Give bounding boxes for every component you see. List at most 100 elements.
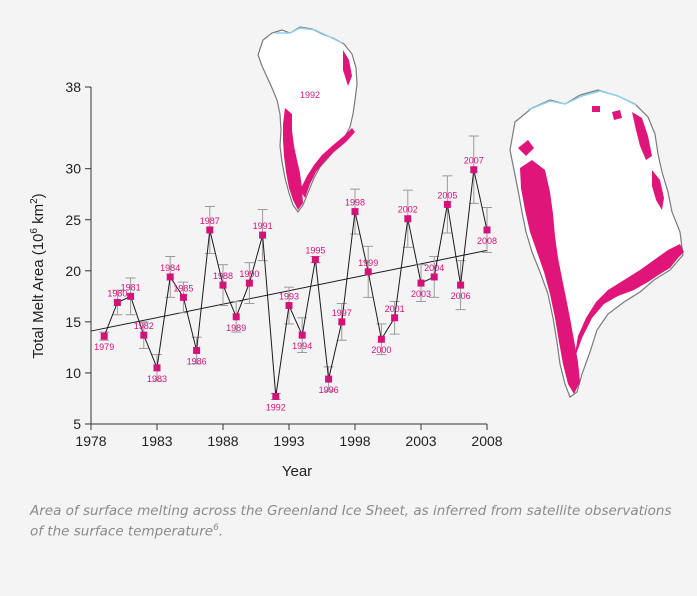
data-point-label: 1998 [345, 198, 365, 208]
data-point-label: 1979 [94, 342, 114, 352]
data-point-label: 1990 [239, 269, 259, 279]
data-point-label: 1985 [173, 283, 193, 293]
data-point-label: 2001 [385, 304, 405, 314]
y-tick-label: 30 [65, 161, 81, 177]
x-tick-label: 2008 [471, 433, 502, 449]
data-point [206, 226, 214, 234]
caption-text: Area of surface melting across the Green… [30, 503, 672, 540]
data-point [470, 166, 478, 174]
data-point-label: 2000 [371, 345, 391, 355]
caption-end: . [218, 523, 224, 540]
y-ticks: 5 10 15 20 25 30 38 [65, 79, 91, 432]
data-point [404, 215, 412, 223]
data-point-label: 2006 [451, 291, 471, 301]
greenland-melt-2007-east [652, 170, 664, 210]
greenland-coast-water-2007 [527, 90, 637, 111]
data-point [193, 346, 201, 354]
data-point-label: 2007 [464, 156, 484, 166]
greenland-melt-2007-west [520, 160, 580, 394]
data-point [377, 335, 385, 343]
data-point [127, 292, 135, 300]
data-point [483, 226, 491, 234]
map-label-2007: 2007 [586, 204, 615, 219]
data-point-label: 1991 [253, 221, 273, 231]
data-point-label: 1983 [147, 374, 167, 384]
greenland-melt-1992-west [283, 108, 303, 210]
data-point [338, 318, 346, 326]
x-ticks: 1978 1983 1988 1993 1998 2003 2008 [75, 424, 503, 449]
data-point [166, 273, 174, 281]
data-point [232, 313, 240, 321]
x-tick-label: 1998 [339, 433, 370, 449]
data-point [140, 331, 148, 339]
data-point [430, 273, 438, 281]
data-point-label: 1993 [279, 292, 299, 302]
data-point-label: 1981 [121, 282, 141, 292]
data-point-label: 1989 [226, 323, 246, 333]
data-point [417, 279, 425, 287]
data-point [179, 293, 187, 301]
data-point-label: 2004 [424, 263, 444, 273]
greenland-melt-1992-southeast [300, 128, 355, 198]
data-point-label: 1997 [332, 308, 352, 318]
melt-area-chart: 1992 2007 5 10 15 20 25 30 38 1978 1983 1988 1993… [29, 26, 684, 480]
data-point-label: 2003 [411, 289, 431, 299]
data-point-label: 1982 [134, 321, 154, 331]
data-point [113, 298, 121, 306]
data-point-label: 1986 [187, 356, 207, 366]
data-point-label: 1995 [305, 246, 325, 256]
greenland-melt-2007-north [592, 106, 622, 120]
y-tick-label: 38 [65, 79, 81, 95]
y-tick-label: 25 [65, 212, 81, 228]
x-tick-label: 1993 [273, 433, 304, 449]
figure-caption: Area of surface melting across the Green… [30, 503, 680, 541]
greenland-map-2007: 2007 [509, 89, 684, 398]
data-point-label: 1984 [160, 263, 180, 273]
greenland-melt-2007-northwest [518, 140, 534, 156]
x-tick-label: 1983 [141, 433, 172, 449]
data-point-label: 2005 [437, 190, 457, 200]
y-axis-title-main: Total Melt Area (10 [30, 234, 47, 359]
greenland-map-1992: 1992 [257, 26, 358, 214]
data-point [153, 364, 161, 372]
data-point [259, 231, 267, 239]
y-tick-label: 20 [65, 263, 81, 279]
x-axis-title: Year [282, 463, 312, 480]
greenland-melt-1992-northeast [343, 50, 352, 86]
data-point [391, 314, 399, 322]
data-point-label: 2008 [477, 236, 497, 246]
data-point-label: 1994 [292, 341, 312, 351]
data-point [298, 331, 306, 339]
data-point-label: 1996 [319, 385, 339, 395]
map-label-1992: 1992 [300, 90, 320, 100]
data-point [325, 375, 333, 383]
data-point-label: 2002 [398, 205, 418, 215]
data-point [100, 332, 108, 340]
y-axis-title-unit-exponent: 2 [29, 198, 40, 204]
y-tick-label: 15 [65, 314, 81, 330]
data-point [364, 268, 372, 276]
data-point-label: 1987 [200, 216, 220, 226]
y-tick-label: 5 [73, 416, 81, 432]
greenland-melt-2007-south [574, 244, 684, 360]
data-point [219, 281, 227, 289]
caption-reference: 6 [213, 523, 219, 533]
data-point-label: 1980 [107, 288, 127, 298]
data-point [245, 279, 253, 287]
data-point [351, 208, 359, 216]
greenland-coast-water-1992 [275, 27, 343, 44]
data-point [272, 392, 280, 400]
data-point-label: 1988 [213, 271, 233, 281]
x-tick-label: 1988 [207, 433, 238, 449]
data-point-label: 1999 [358, 258, 378, 268]
data-point-label: 1992 [266, 402, 286, 412]
x-tick-label: 2003 [405, 433, 436, 449]
y-axis-title: Total Melt Area (106 km2) [29, 193, 47, 358]
y-tick-label: 10 [65, 365, 81, 381]
y-axis-title-unit: km [30, 204, 47, 228]
greenland-melt-2007-northeast [632, 112, 652, 160]
data-point [285, 302, 293, 310]
y-axis-title-close: ) [30, 193, 47, 198]
